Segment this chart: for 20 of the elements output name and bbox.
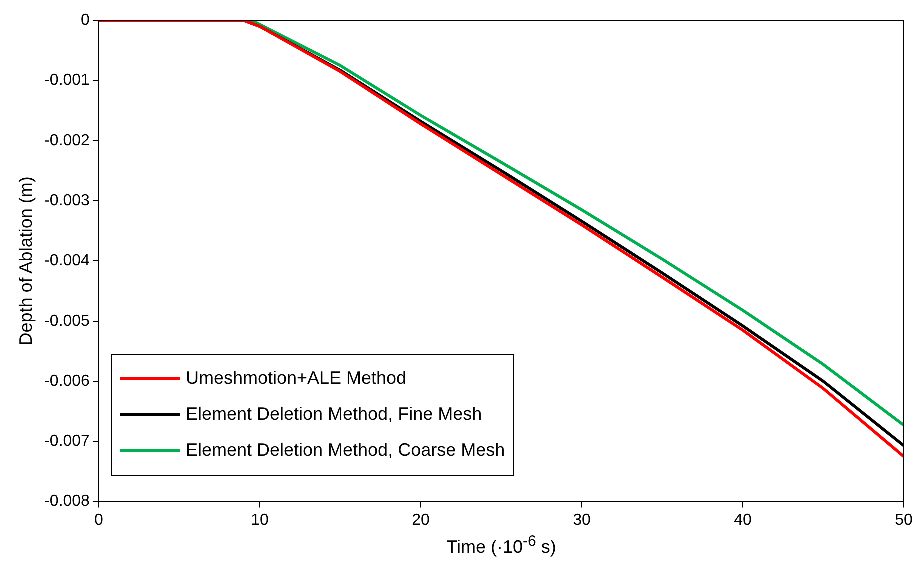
y-tick-label: -0.001 — [44, 72, 90, 90]
x-tick-label: 10 — [251, 512, 269, 529]
y-axis-title: Depth of Ablation (m) — [16, 176, 36, 346]
y-tick-label: -0.005 — [44, 312, 90, 330]
legend-label: Umeshmotion+ALE Method — [186, 368, 407, 390]
legend-label: Element Deletion Method, Fine Mesh — [186, 404, 482, 426]
legend-label: Element Deletion Method, Coarse Mesh — [186, 440, 506, 462]
y-tick-label: -0.008 — [44, 493, 90, 510]
y-tick-label: -0.006 — [44, 372, 90, 390]
y-tick-label: 0 — [81, 12, 90, 30]
x-tick-label: 40 — [734, 512, 752, 529]
x-tick-label: 30 — [573, 512, 591, 529]
x-tick-label: 20 — [412, 512, 430, 529]
x-tick-label: 50 — [895, 512, 912, 529]
y-tick-label: -0.004 — [44, 252, 90, 270]
y-tick-label: -0.002 — [44, 132, 90, 150]
x-tick-label: 0 — [94, 512, 104, 529]
y-tick-label: -0.007 — [44, 433, 90, 450]
y-tick-label: -0.003 — [44, 192, 90, 210]
x-axis-title: Time (·10$^{-6}$ s) — [446, 533, 558, 558]
